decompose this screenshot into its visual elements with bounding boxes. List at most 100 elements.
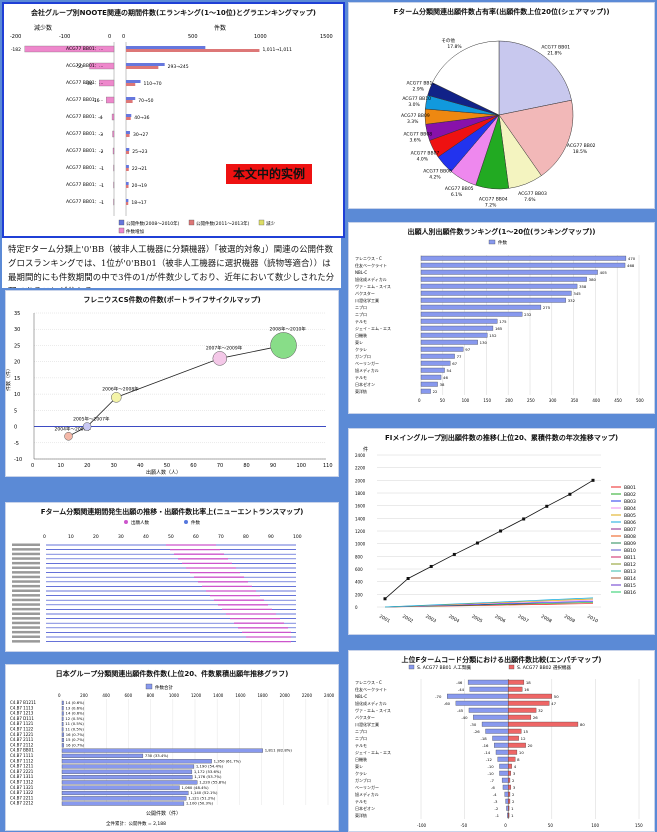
y-tick-label: 0 xyxy=(355,605,358,610)
applicant-value: 332 xyxy=(568,298,576,303)
row-label-bar xyxy=(12,603,40,606)
y-tick-label: 1600 xyxy=(355,504,366,509)
red-bar xyxy=(508,729,521,734)
applicant-value: 46 xyxy=(443,375,448,380)
lifecycle-panel: フレニウスCS件数の件数(ポートライフサイクルマップ) -10-50510152… xyxy=(5,290,339,477)
x-tick-label: 400 xyxy=(592,398,600,403)
blue-bar xyxy=(498,757,508,762)
legend-swatch xyxy=(489,240,495,244)
applicant-label: 旭メディカル xyxy=(355,791,379,797)
x-tick-label: 10 xyxy=(68,534,74,540)
applicant-bar xyxy=(421,305,541,310)
bar-value-label: 30→27 xyxy=(133,132,148,138)
slice-value: 18.5% xyxy=(573,149,588,155)
blue-bar xyxy=(505,792,508,797)
blue-value: -45 xyxy=(457,708,464,713)
slice-label: ACG77 BB05 xyxy=(445,186,474,192)
bar-value-label: 25→23 xyxy=(132,149,147,155)
y-tick-label: 10 xyxy=(14,392,20,398)
row-label: ACG77 BB01：... xyxy=(66,148,103,154)
period-label: 2007年～2009年 xyxy=(206,344,243,351)
blue-value: -10 xyxy=(487,771,494,776)
stamp-label: 本文中的实例 xyxy=(226,164,312,184)
blue-bar xyxy=(494,743,508,748)
slice-value: 17.8% xyxy=(447,44,462,50)
group-label: C4.B7 1322 xyxy=(10,790,34,795)
row-label-bar xyxy=(12,548,40,551)
blue-value: -1 xyxy=(495,813,499,818)
x-tick-label: 500 xyxy=(636,398,644,403)
group-label: C4.B7 1211 xyxy=(10,764,34,769)
y-tick-label: -5 xyxy=(14,441,19,447)
group-label: C4.B7 1321 xyxy=(10,785,34,790)
red-bar xyxy=(508,792,510,797)
applicant-ranking-chart: 件数050100150200250300350400450500フレニウス・C4… xyxy=(349,223,654,413)
legend-label: 件数増加 xyxy=(126,228,144,235)
legend-swatch xyxy=(409,665,414,669)
applicant-bar xyxy=(421,256,626,261)
group-bar xyxy=(62,749,263,753)
x-tick-label: 2003 xyxy=(424,614,437,625)
applicant-label: 日本ゼオン xyxy=(355,381,375,387)
x-tick-label: 50 xyxy=(168,534,174,540)
group-value-label: 16 (0.7%) xyxy=(66,742,85,747)
blue-bar xyxy=(482,722,508,727)
red-value: 50 xyxy=(554,694,559,699)
x-tick-label: 40 xyxy=(143,534,149,540)
left-tick: -100 xyxy=(59,34,70,40)
group-bar xyxy=(62,722,63,726)
red-bar xyxy=(508,694,552,699)
group-label: C4.B7 1221 xyxy=(10,732,34,737)
slice-value: 6.1% xyxy=(451,192,463,198)
group-bar xyxy=(62,796,186,800)
applicant-bar xyxy=(421,375,441,380)
applicant-bar xyxy=(421,291,571,296)
legend-label: BB03 xyxy=(624,499,636,505)
blue-value: -18 xyxy=(481,736,488,741)
applicant-label: ヴァ・エム・スイス xyxy=(355,283,391,289)
blue-value: -60 xyxy=(444,701,451,706)
legend-swatch xyxy=(509,665,514,669)
applicant-label: 旭化成メディカル xyxy=(355,700,387,706)
legend-label: BB06 xyxy=(624,520,636,526)
group-value-label: 1,172 (53.6%) xyxy=(194,769,222,774)
row-label: ACG77 BB01：... xyxy=(66,165,103,171)
bar-b xyxy=(126,117,131,120)
period-bubble xyxy=(65,432,73,440)
applicant-value: 470 xyxy=(628,256,636,261)
x-tick-label: 70 xyxy=(218,534,224,540)
row-label: ACG77 BB01：... xyxy=(66,46,103,52)
applicant-bar xyxy=(421,333,487,338)
legend-label: 公開件数(2011～2013年) xyxy=(196,220,250,227)
slice-value: 3.0% xyxy=(408,102,420,108)
x-tick-label: 50 xyxy=(164,463,170,469)
bar-a xyxy=(126,97,135,100)
lifecycle-chart: -10-505101520253035010203040506070809010… xyxy=(6,291,338,476)
x-tick-label: 100 xyxy=(462,398,470,403)
main-series-marker xyxy=(522,517,525,520)
applicant-bar xyxy=(421,354,455,359)
applicant-value: 275 xyxy=(543,305,551,310)
applicant-value: 232 xyxy=(524,312,532,317)
group-label: C4.B7 2111 xyxy=(10,737,34,742)
bar-value-label: 110→70 xyxy=(144,81,162,87)
red-value: 15 xyxy=(523,729,528,734)
right-tick: 0 xyxy=(122,34,125,40)
blue-value: -44 xyxy=(458,687,465,692)
period-bubble xyxy=(83,423,91,431)
comparison-panel: 上位Fタームコード分類における出願件数比較(エンパチマップ) S. ACG77 … xyxy=(348,650,655,832)
applicant-value: 165 xyxy=(495,326,503,331)
applicant-value: 38 xyxy=(440,382,445,387)
x-tick-label: 2002 xyxy=(401,614,414,625)
trend-line-chart: 件020040060080010001200140016001800200022… xyxy=(349,429,654,634)
main-series-marker xyxy=(407,577,410,580)
y-tick-label: 600 xyxy=(355,567,363,572)
x-tick-label: 100 xyxy=(293,534,302,540)
applicant-label: ガンブロ xyxy=(355,353,371,359)
y-tick-label: 1800 xyxy=(355,491,366,496)
red-bar xyxy=(508,722,578,727)
legend-label: BB10 xyxy=(624,548,636,554)
group-label: C4.B7 1213 xyxy=(10,711,34,716)
group-value-label: 15 (0.7%) xyxy=(66,737,85,742)
entrant-panel: Fターム分類関連期間発生出願の推移・出願件数比率上(ニューエントランスマップ) … xyxy=(5,502,339,652)
